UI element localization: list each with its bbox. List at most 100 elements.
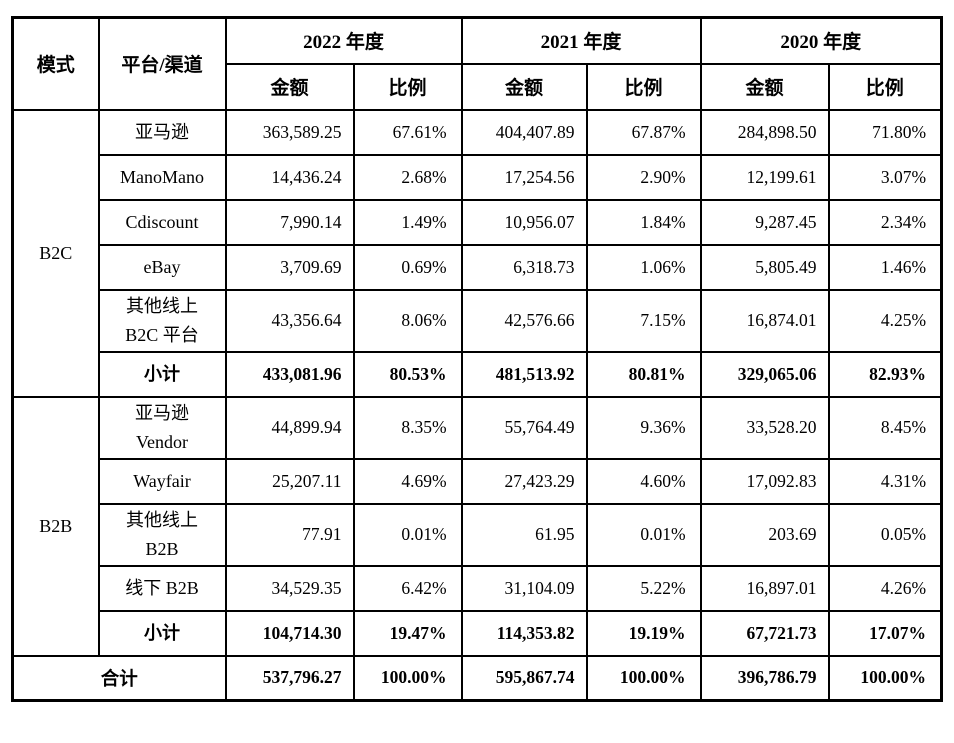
amount-cell: 67,721.73 — [699, 609, 830, 657]
ratio-cell: 8.06% — [352, 288, 463, 353]
amount-cell: 114,353.82 — [460, 609, 588, 657]
amount-cell: 33,528.20 — [699, 395, 830, 460]
amount-cell: 5,805.49 — [699, 243, 830, 291]
platform-cell: 亚马逊 — [97, 108, 227, 156]
ratio-cell: 80.81% — [585, 350, 702, 398]
amount-cell: 433,081.96 — [224, 350, 355, 398]
ratio-cell: 6.42% — [352, 564, 463, 612]
table-row: 线下 B2B 34,529.35 6.42% 31,104.09 5.22% 16,897… — [13, 564, 943, 612]
table-head: 模式 平台/渠道 2022 年度 2021 年度 2020 年度 金额 比例 金… — [11, 16, 943, 111]
ratio-cell: 100.00% — [827, 654, 943, 702]
header-row-years: 模式 平台/渠道 2022 年度 2021 年度 2020 年度 — [11, 16, 943, 111]
ratio-cell: 5.22% — [585, 564, 702, 612]
platform-cell: Wayfair — [97, 457, 227, 505]
amount-cell: 16,874.01 — [699, 288, 830, 353]
ratio-cell: 2.68% — [352, 153, 463, 201]
table-row: B2B 亚马逊 Vendor 44,899.94 8.35% 55,764.49 9.36… — [11, 395, 943, 657]
ratio-cell: 100.00% — [352, 654, 463, 702]
ratio-cell: 17.07% — [827, 609, 943, 657]
header-platform: 平台/渠道 — [97, 16, 227, 111]
amount-cell: 43,356.64 — [224, 288, 355, 353]
amount-cell: 396,786.79 — [699, 654, 830, 702]
platform-cell: 其他线上 B2B — [97, 502, 227, 567]
header-amount-2020: 金额 — [699, 62, 830, 111]
ratio-cell: 8.35% — [352, 395, 463, 460]
ratio-cell: 100.00% — [585, 654, 702, 702]
amount-cell: 9,287.45 — [699, 198, 830, 246]
amount-cell: 77.91 — [224, 502, 355, 567]
ratio-cell: 67.87% — [585, 108, 702, 156]
total-row: 合计 537,796.27 100.00% 595,867.74 100.00% 396,… — [11, 654, 943, 702]
table-row: Wayfair 25,207.11 4.69% 27,423.29 4.60% 17,09… — [13, 457, 943, 505]
ratio-cell: 4.31% — [827, 457, 943, 505]
amount-cell: 284,898.50 — [699, 108, 830, 156]
platform-cell: 线下 B2B — [97, 564, 227, 612]
amount-cell: 44,899.94 — [224, 395, 355, 460]
ratio-cell: 71.80% — [827, 108, 943, 156]
page: 模式 平台/渠道 2022 年度 2021 年度 2020 年度 金额 比例 金… — [11, 16, 944, 702]
ratio-cell: 0.01% — [585, 502, 702, 567]
ratio-cell: 0.01% — [352, 502, 463, 567]
ratio-cell: 4.25% — [827, 288, 943, 353]
header-amount-2022: 金额 — [224, 62, 355, 111]
amount-cell: 34,529.35 — [224, 564, 355, 612]
sales-by-channel-table: 模式 平台/渠道 2022 年度 2021 年度 2020 年度 金额 比例 金… — [11, 16, 944, 702]
ratio-cell: 4.69% — [352, 457, 463, 505]
platform-cell: eBay — [97, 243, 227, 291]
header-amount-2021: 金额 — [460, 62, 588, 111]
amount-cell: 6,318.73 — [460, 243, 588, 291]
amount-cell: 42,576.66 — [460, 288, 588, 353]
ratio-cell: 3.07% — [827, 153, 943, 201]
amount-cell: 3,709.69 — [224, 243, 355, 291]
table-row: 小计 104,714.30 19.47% 114,353.82 19.19% 67,721… — [13, 609, 943, 657]
header-ratio-2020: 比例 — [827, 62, 943, 111]
header-year-2022: 2022 年度 — [224, 16, 463, 65]
header-row-metrics: 金额 比例 金额 比例 金额 比例 — [13, 62, 943, 111]
ratio-cell: 19.19% — [585, 609, 702, 657]
ratio-cell: 0.69% — [352, 243, 463, 291]
platform-cell: ManoMano — [97, 153, 227, 201]
platform-cell: 亚马逊 Vendor — [97, 395, 227, 460]
header-ratio-2022: 比例 — [352, 62, 463, 111]
amount-cell: 61.95 — [460, 502, 588, 567]
table-row: 小计 433,081.96 80.53% 481,513.92 80.81% 329,06… — [13, 350, 943, 398]
ratio-cell: 82.93% — [827, 350, 943, 398]
table-row: eBay 3,709.69 0.69% 6,318.73 1.06% 5,805.49 1.… — [13, 243, 943, 291]
amount-cell: 203.69 — [699, 502, 830, 567]
ratio-cell: 4.26% — [827, 564, 943, 612]
ratio-cell: 7.15% — [585, 288, 702, 353]
amount-cell: 595,867.74 — [460, 654, 588, 702]
amount-cell: 16,897.01 — [699, 564, 830, 612]
mode-cell: B2C — [11, 108, 100, 398]
header-year-2020: 2020 年度 — [699, 16, 943, 65]
amount-cell: 17,254.56 — [460, 153, 588, 201]
amount-cell: 31,104.09 — [460, 564, 588, 612]
table-row: Cdiscount 7,990.14 1.49% 10,956.07 1.84% 9,28… — [13, 198, 943, 246]
header-year-2021: 2021 年度 — [460, 16, 702, 65]
ratio-cell: 1.46% — [827, 243, 943, 291]
ratio-cell: 2.34% — [827, 198, 943, 246]
total-label-cell: 合计 — [11, 654, 227, 702]
amount-cell: 537,796.27 — [224, 654, 355, 702]
platform-cell: 其他线上 B2C 平台 — [97, 288, 227, 353]
table-row: 其他线上 B2C 平台 43,356.64 8.06% 42,576.66 7.15% 1… — [13, 288, 943, 353]
ratio-cell: 19.47% — [352, 609, 463, 657]
amount-cell: 7,990.14 — [224, 198, 355, 246]
amount-cell: 363,589.25 — [224, 108, 355, 156]
ratio-cell: 1.06% — [585, 243, 702, 291]
ratio-cell: 8.45% — [827, 395, 943, 460]
amount-cell: 329,065.06 — [699, 350, 830, 398]
table-body: B2C 亚马逊 363,589.25 67.61% 404,407.89 67.87% 28… — [11, 108, 943, 702]
table-row: 其他线上 B2B 77.91 0.01% 61.95 0.01% 203.69 0.05% — [13, 502, 943, 567]
platform-cell: 小计 — [97, 350, 227, 398]
ratio-cell: 9.36% — [585, 395, 702, 460]
header-ratio-2021: 比例 — [585, 62, 702, 111]
amount-cell: 25,207.11 — [224, 457, 355, 505]
amount-cell: 404,407.89 — [460, 108, 588, 156]
amount-cell: 10,956.07 — [460, 198, 588, 246]
ratio-cell: 2.90% — [585, 153, 702, 201]
amount-cell: 14,436.24 — [224, 153, 355, 201]
mode-cell: B2B — [11, 395, 100, 657]
ratio-cell: 1.49% — [352, 198, 463, 246]
ratio-cell: 80.53% — [352, 350, 463, 398]
